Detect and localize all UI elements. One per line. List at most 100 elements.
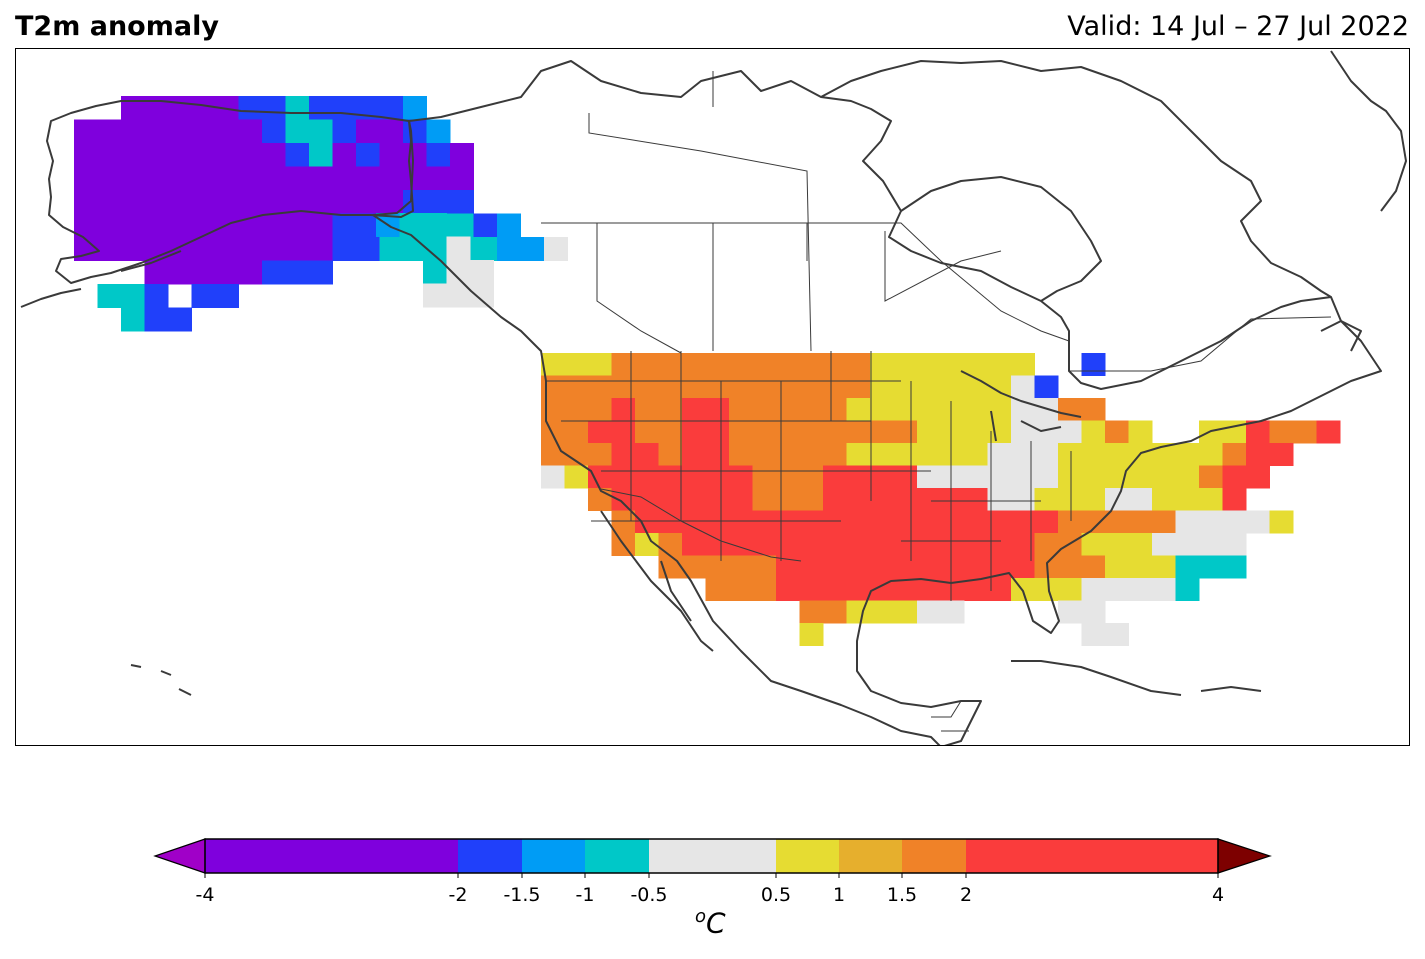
conus-grid-cell bbox=[1222, 533, 1247, 556]
conus-grid-cell bbox=[1152, 533, 1176, 556]
conus-grid-cell bbox=[1034, 533, 1059, 556]
conus-grid-cell bbox=[729, 443, 753, 466]
conus-grid-cell bbox=[705, 420, 730, 444]
conus-grid-cell bbox=[846, 578, 871, 601]
conus-grid-cell bbox=[541, 398, 565, 421]
conus-grid-cell bbox=[917, 600, 941, 624]
greenland-edge bbox=[1330, 50, 1407, 212]
conus-grid-cell bbox=[658, 488, 683, 511]
conus-grid-cell bbox=[1081, 398, 1106, 421]
alaska-grid-cell bbox=[238, 96, 263, 120]
conus-grid-cell bbox=[1128, 465, 1153, 489]
colorbar-tick-label: -4 bbox=[196, 884, 215, 906]
conus-grid-cell bbox=[846, 600, 871, 624]
conus-grid-cell bbox=[870, 555, 894, 579]
valid-period: Valid: 14 Jul – 27 Jul 2022 bbox=[1067, 11, 1409, 42]
alaska-grid-cell bbox=[238, 190, 263, 214]
conus-grid-cell bbox=[893, 465, 918, 489]
us-canada-border bbox=[541, 222, 1332, 372]
pnw-grid-cell bbox=[446, 236, 471, 261]
anomaly-map bbox=[20, 50, 1407, 745]
conus-grid-cell bbox=[705, 398, 730, 421]
conus-grid-cell bbox=[870, 510, 894, 534]
conus-grid-cell bbox=[1152, 488, 1176, 511]
conus-grid-cell bbox=[1011, 375, 1035, 399]
conus-grid-cell bbox=[588, 465, 612, 489]
alaska-grid-cell bbox=[168, 166, 192, 191]
alaska-grid-cell bbox=[450, 213, 474, 238]
conus-grid-cell bbox=[917, 375, 941, 399]
conus-grid-cell bbox=[564, 465, 589, 489]
conus-grid-cell bbox=[1058, 398, 1082, 421]
alaska-grid-cell bbox=[121, 166, 145, 191]
alaska-grid-cell bbox=[97, 143, 122, 167]
alaska-grid-cell bbox=[191, 143, 216, 167]
alaska-grid-cell bbox=[97, 237, 122, 261]
conus-grid-cell bbox=[870, 488, 894, 511]
conus-grid-cell bbox=[846, 398, 871, 421]
colorbar-bins bbox=[205, 839, 1218, 873]
conus-grid-cell bbox=[1293, 420, 1317, 444]
alaska-grid-cell bbox=[262, 96, 286, 120]
alaska-grid-cell bbox=[191, 284, 216, 308]
conus-grid-cell bbox=[1105, 578, 1129, 601]
conus-grid-cell bbox=[823, 443, 847, 466]
conus-grid-cell bbox=[1128, 533, 1153, 556]
conus-grid-cell bbox=[846, 375, 871, 399]
pnw-grid-cell bbox=[423, 213, 447, 237]
conus-grid-cell bbox=[1175, 488, 1200, 511]
alaska-grid-cell bbox=[262, 143, 286, 167]
conus-grid-cell bbox=[1222, 420, 1247, 444]
colorbar-under-arrow bbox=[153, 838, 206, 874]
conus-grid-cell bbox=[729, 578, 753, 601]
conus-grid-cell bbox=[1222, 488, 1247, 511]
alaska-grid-cell bbox=[215, 119, 239, 144]
alaska-grid-cell bbox=[473, 213, 498, 238]
alaska-grid-cell bbox=[168, 143, 192, 167]
conus-grid-cell bbox=[893, 375, 918, 399]
conus-grid-cell bbox=[752, 533, 777, 556]
conus-grid-cell bbox=[776, 488, 800, 511]
us-mexico-border bbox=[600, 488, 802, 562]
conus-grid-cell bbox=[1222, 443, 1247, 466]
conus-grid-cell bbox=[776, 533, 800, 556]
conus-grid-cell bbox=[705, 578, 730, 601]
conus-grid-cell bbox=[1058, 600, 1082, 624]
conus-grid-cell bbox=[1058, 443, 1082, 466]
conus-grid-cell bbox=[917, 353, 941, 376]
conus-grid-cell bbox=[1011, 488, 1035, 511]
conus-grid-cell bbox=[846, 443, 871, 466]
alaska-grid-cell bbox=[168, 96, 192, 120]
conus-grid-cell bbox=[870, 353, 894, 376]
alaska-coastline bbox=[46, 100, 414, 284]
conus-grid-cell bbox=[1058, 488, 1082, 511]
conus-grid-cell bbox=[611, 375, 636, 399]
conus-grid-cell bbox=[588, 488, 612, 511]
conus-grid-cell bbox=[893, 510, 918, 534]
alaska-grid-cell bbox=[450, 143, 474, 167]
conus-grid-cell bbox=[940, 555, 965, 579]
alaska-grid-cell bbox=[520, 237, 545, 261]
alaska-grid-cell bbox=[238, 143, 263, 167]
unit-degree-sup: o bbox=[695, 906, 707, 927]
alaska-grid-cell bbox=[285, 166, 310, 191]
conus-grid-cell bbox=[682, 353, 706, 376]
conus-grid-cell bbox=[823, 510, 847, 534]
conus-grid-cell bbox=[870, 398, 894, 421]
conus-grid-cell bbox=[799, 420, 824, 444]
conus-grid-cell bbox=[658, 375, 683, 399]
colorbar-over-arrow bbox=[1217, 838, 1272, 874]
conus-grid-cell bbox=[846, 488, 871, 511]
colorbar-tick-label: -2 bbox=[449, 884, 468, 906]
conus-grid-cell bbox=[658, 420, 683, 444]
alaska-grid-cell bbox=[285, 119, 310, 144]
colorbar-bin bbox=[776, 839, 839, 873]
conus-grid-cell bbox=[1081, 555, 1106, 579]
conus-grid-cell bbox=[611, 510, 636, 534]
conus-grid-cell bbox=[682, 488, 706, 511]
conus-grid-cell bbox=[823, 600, 847, 624]
conus-grid-cell bbox=[964, 510, 988, 534]
conus-grid-cell bbox=[823, 420, 847, 444]
alaska-grid-cell bbox=[262, 237, 286, 261]
colorbar-ticks: -4 -2 -1.5 -1 -0.5 0.5 1 1.5 2 4 bbox=[196, 873, 1224, 906]
